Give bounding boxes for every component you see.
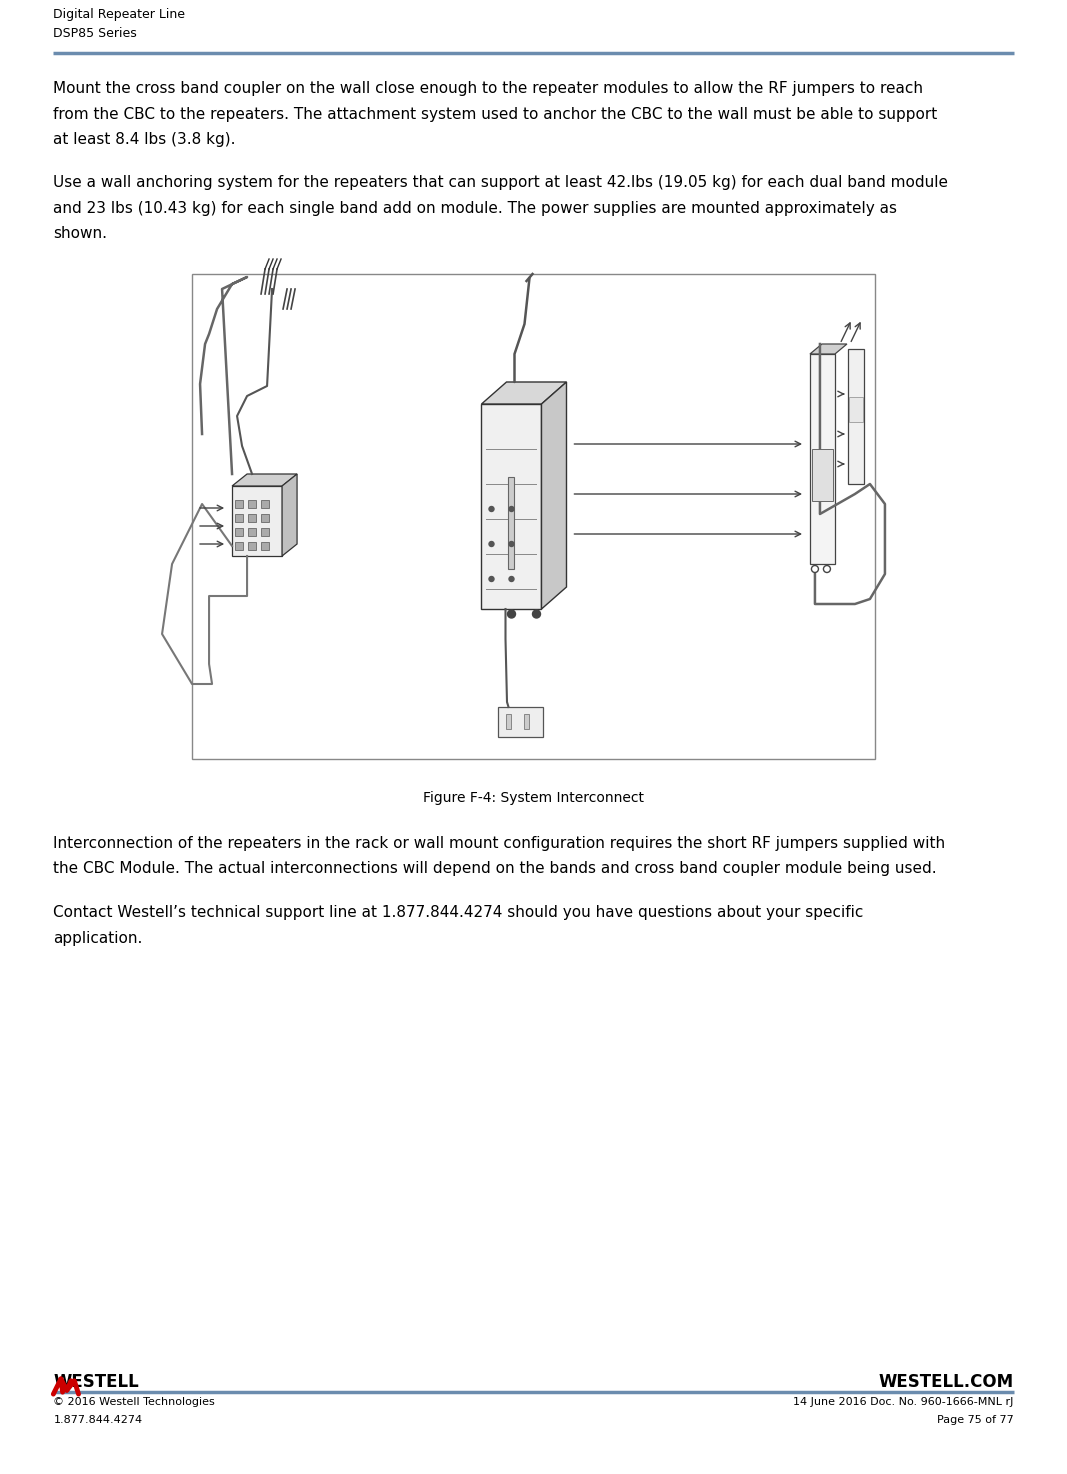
Circle shape — [489, 576, 494, 582]
Text: Contact Westell’s technical support line at 1.877.844.4274 should you have quest: Contact Westell’s technical support line… — [53, 905, 863, 920]
FancyBboxPatch shape — [192, 274, 875, 759]
FancyBboxPatch shape — [498, 708, 543, 737]
FancyBboxPatch shape — [248, 500, 256, 509]
Text: WESTELL.COM: WESTELL.COM — [878, 1372, 1014, 1391]
Text: Page 75 of 77: Page 75 of 77 — [937, 1415, 1014, 1425]
Polygon shape — [810, 343, 847, 354]
Polygon shape — [232, 475, 297, 486]
Text: application.: application. — [53, 930, 143, 945]
FancyBboxPatch shape — [481, 404, 541, 609]
FancyBboxPatch shape — [525, 713, 529, 730]
FancyBboxPatch shape — [810, 354, 835, 565]
FancyBboxPatch shape — [235, 528, 243, 537]
FancyBboxPatch shape — [812, 448, 833, 501]
Circle shape — [532, 610, 541, 618]
Text: WESTELL: WESTELL — [53, 1372, 139, 1391]
Circle shape — [509, 576, 514, 582]
FancyBboxPatch shape — [261, 514, 269, 522]
Polygon shape — [481, 382, 567, 404]
Text: Mount the cross band coupler on the wall close enough to the repeater modules to: Mount the cross band coupler on the wall… — [53, 81, 923, 96]
Text: 1.877.844.4274: 1.877.844.4274 — [53, 1415, 143, 1425]
Text: the CBC Module. The actual interconnections will depend on the bands and cross b: the CBC Module. The actual interconnecti… — [53, 861, 937, 877]
FancyBboxPatch shape — [507, 713, 511, 730]
Polygon shape — [282, 475, 297, 556]
Circle shape — [489, 507, 494, 511]
Text: DSP85 Series: DSP85 Series — [53, 27, 137, 40]
Circle shape — [509, 541, 514, 547]
FancyBboxPatch shape — [232, 486, 282, 556]
Circle shape — [824, 566, 830, 572]
Text: Use a wall anchoring system for the repeaters that can support at least 42.lbs (: Use a wall anchoring system for the repe… — [53, 175, 949, 190]
Text: © 2016 Westell Technologies: © 2016 Westell Technologies — [53, 1397, 216, 1408]
Text: shown.: shown. — [53, 227, 108, 242]
Circle shape — [811, 566, 818, 572]
FancyBboxPatch shape — [261, 528, 269, 537]
Polygon shape — [541, 382, 567, 609]
Text: Interconnection of the repeaters in the rack or wall mount configuration require: Interconnection of the repeaters in the … — [53, 836, 945, 850]
Circle shape — [508, 610, 515, 618]
FancyBboxPatch shape — [235, 514, 243, 522]
Text: Figure F-4: System Interconnect: Figure F-4: System Interconnect — [423, 792, 644, 805]
FancyBboxPatch shape — [261, 542, 269, 550]
FancyBboxPatch shape — [261, 500, 269, 509]
Circle shape — [509, 507, 514, 511]
FancyBboxPatch shape — [248, 528, 256, 537]
Text: 14 June 2016 Doc. No. 960-1666-MNL rJ: 14 June 2016 Doc. No. 960-1666-MNL rJ — [793, 1397, 1014, 1408]
FancyBboxPatch shape — [235, 500, 243, 509]
FancyBboxPatch shape — [849, 397, 863, 422]
Circle shape — [489, 541, 494, 547]
FancyBboxPatch shape — [235, 542, 243, 550]
Text: and 23 lbs (10.43 kg) for each single band add on module. The power supplies are: and 23 lbs (10.43 kg) for each single ba… — [53, 200, 897, 217]
FancyBboxPatch shape — [509, 476, 514, 569]
FancyBboxPatch shape — [248, 514, 256, 522]
FancyBboxPatch shape — [848, 349, 864, 483]
Text: from the CBC to the repeaters. The attachment system used to anchor the CBC to t: from the CBC to the repeaters. The attac… — [53, 106, 938, 121]
FancyBboxPatch shape — [248, 542, 256, 550]
Text: Digital Repeater Line: Digital Repeater Line — [53, 7, 186, 21]
Text: at least 8.4 lbs (3.8 kg).: at least 8.4 lbs (3.8 kg). — [53, 133, 236, 147]
